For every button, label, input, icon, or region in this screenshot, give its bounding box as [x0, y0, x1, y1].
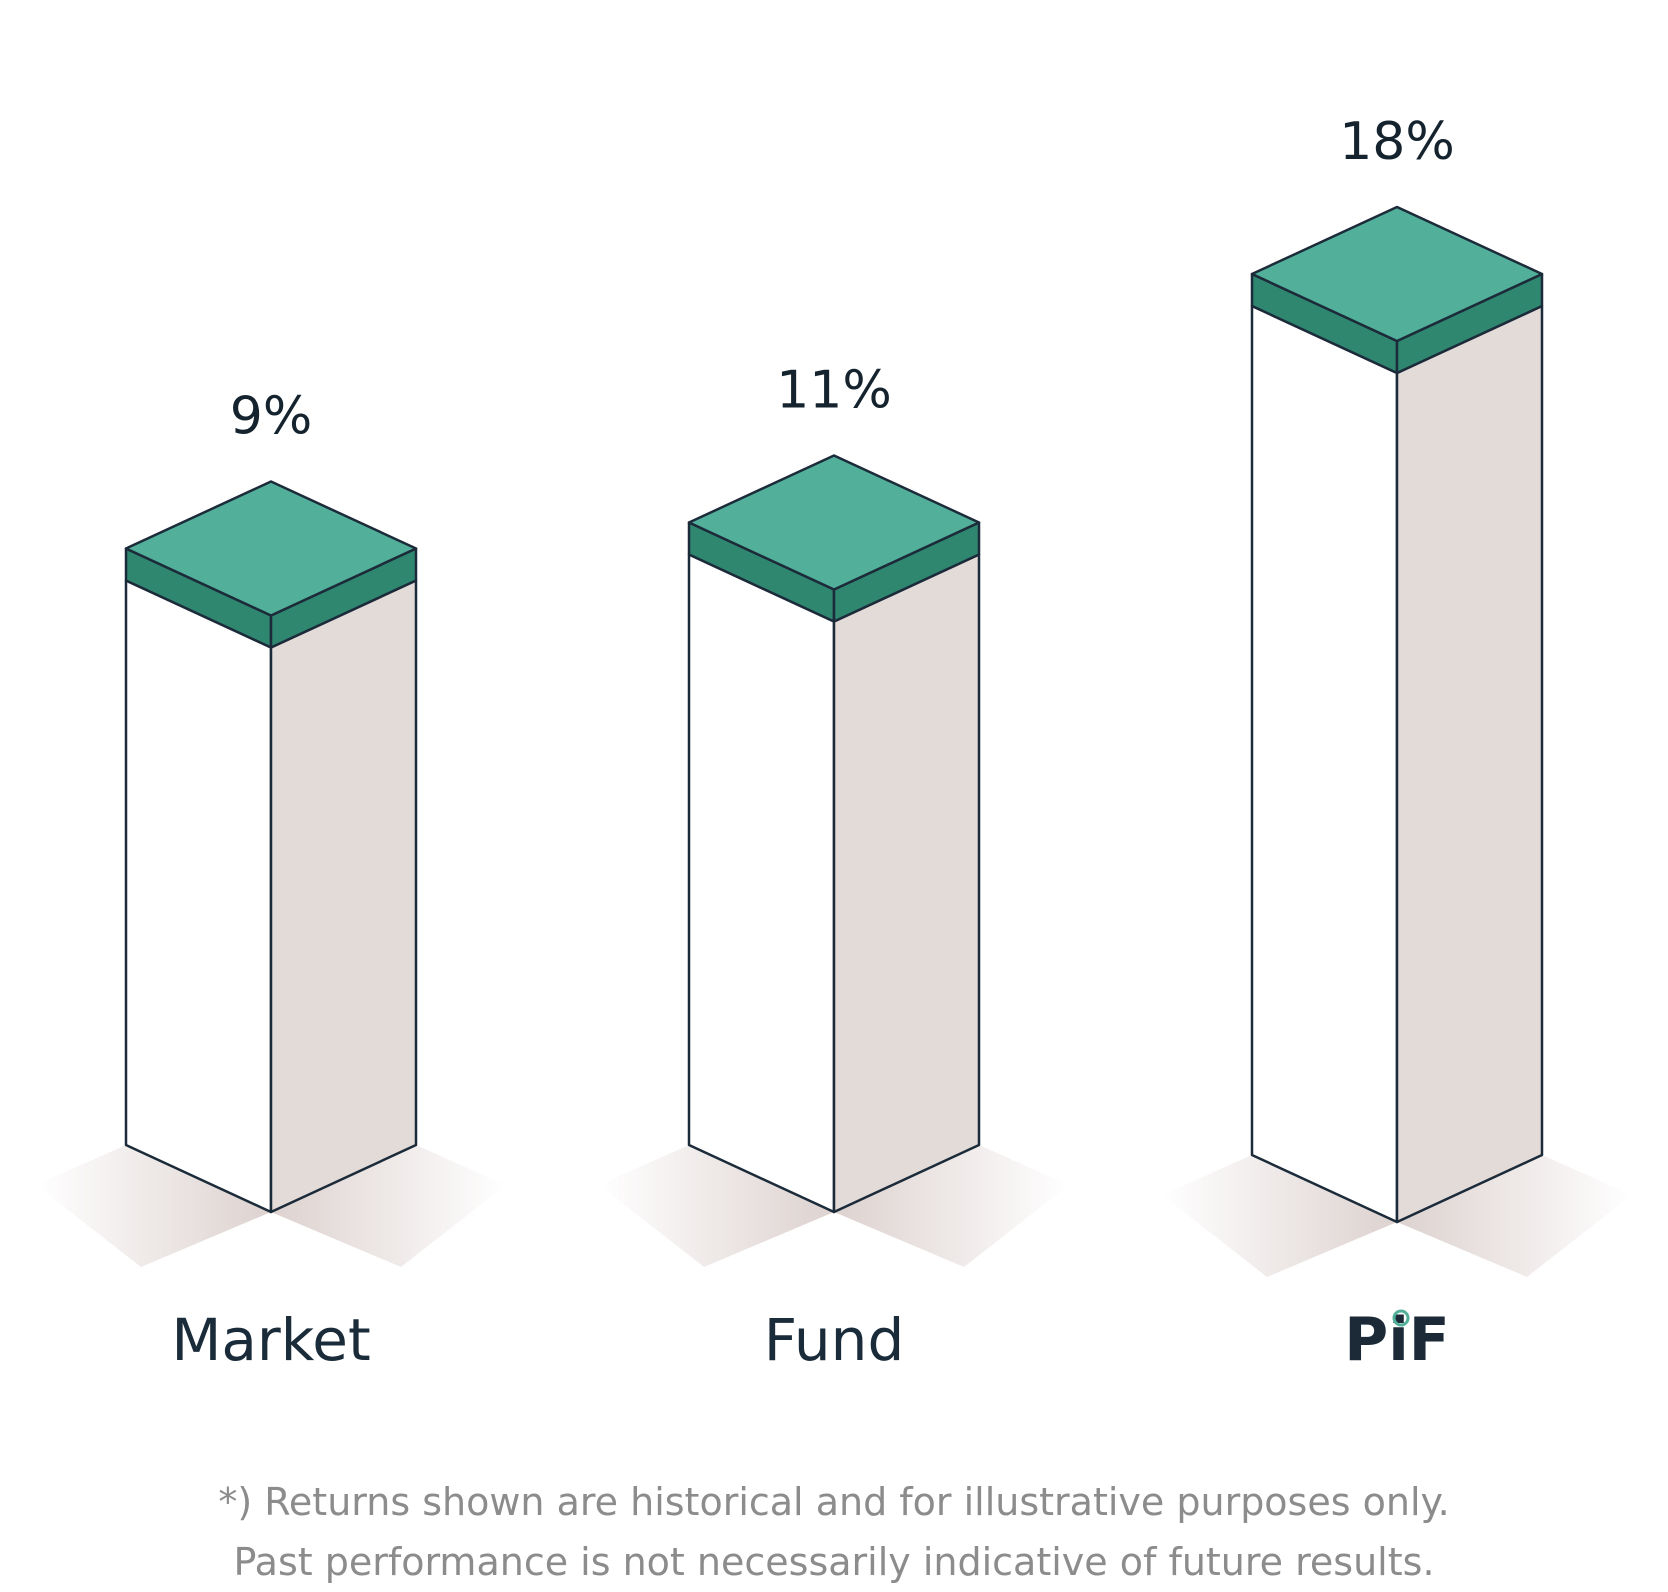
- bar-shadow-left-0: [36, 1145, 271, 1267]
- bar-right-face: [269, 579, 418, 1214]
- bar-market: [124, 480, 418, 1214]
- footnote-line-2: Past performance is not necessarily indi…: [233, 1540, 1435, 1584]
- bars: [124, 205, 1544, 1224]
- bar-fund: [687, 454, 981, 1214]
- bar-left-face: [124, 579, 273, 1214]
- bar-right-face: [832, 553, 981, 1214]
- value-label-pif: 18%: [1339, 112, 1455, 172]
- bar-left-face: [687, 553, 836, 1214]
- value-label-market: 9%: [230, 387, 313, 447]
- bar-shadow-left-1: [599, 1145, 834, 1267]
- category-label-fund: Fund: [764, 1306, 905, 1374]
- bar-shadows: [36, 1145, 1632, 1277]
- bar-left-face: [1250, 304, 1399, 1224]
- bar-shadow-right-1: [834, 1145, 1069, 1267]
- bar-top-face: [124, 480, 418, 617]
- pif-logo: PiF: [1344, 1305, 1450, 1375]
- bar-shadow-left-2: [1162, 1155, 1397, 1277]
- bar-pif: [1250, 205, 1544, 1224]
- bar-top-face: [687, 454, 981, 591]
- bar-shadow-right-2: [1397, 1155, 1632, 1277]
- footnote-line-1: *) Returns shown are historical and for …: [218, 1480, 1450, 1524]
- labels: 9% Market 11% Fund 18% PiF: [171, 112, 1454, 1375]
- pif-logo-dot-icon: [1392, 1309, 1410, 1327]
- bar-right-face: [1395, 304, 1544, 1224]
- bar-top-face: [1250, 205, 1544, 343]
- bar-shadow-right-0: [271, 1145, 506, 1267]
- value-label-fund: 11%: [776, 361, 892, 421]
- category-label-market: Market: [171, 1306, 370, 1374]
